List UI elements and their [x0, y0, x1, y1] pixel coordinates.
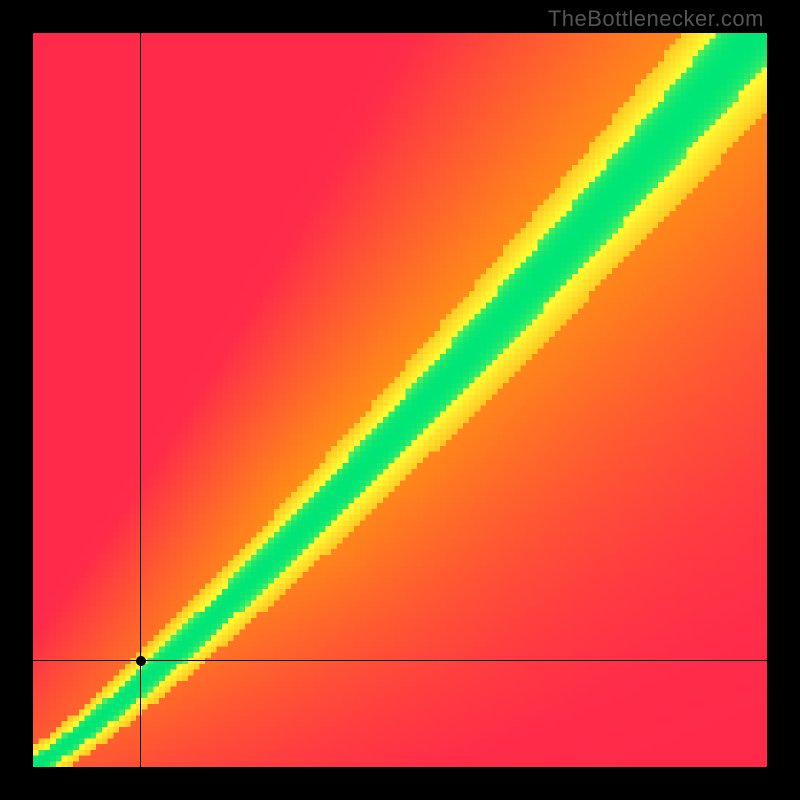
crosshair-marker — [136, 656, 146, 666]
watermark-text: TheBottlenecker.com — [548, 6, 764, 32]
